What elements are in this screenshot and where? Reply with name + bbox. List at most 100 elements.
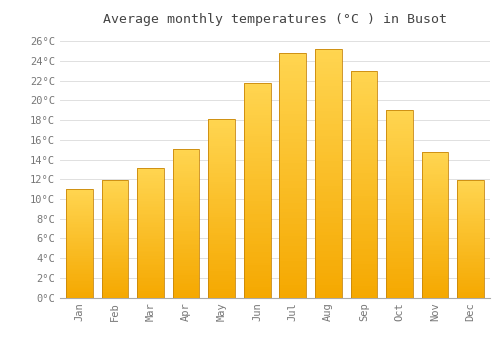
Bar <box>102 232 128 233</box>
Bar <box>422 246 448 248</box>
Bar <box>244 204 270 206</box>
Bar <box>138 183 164 184</box>
Bar <box>66 287 93 288</box>
Bar <box>208 246 235 248</box>
Bar <box>244 188 270 190</box>
Bar <box>102 230 128 232</box>
Bar <box>422 296 448 298</box>
Bar <box>244 230 270 233</box>
Bar <box>102 281 128 283</box>
Bar <box>457 239 484 240</box>
Bar <box>208 177 235 179</box>
Bar <box>457 258 484 259</box>
Bar <box>244 287 270 289</box>
Bar <box>457 248 484 249</box>
Bar <box>66 208 93 209</box>
Bar <box>208 271 235 273</box>
Bar <box>315 49 342 298</box>
Bar <box>386 127 412 129</box>
Bar <box>422 290 448 292</box>
Bar <box>315 133 342 136</box>
Bar <box>422 261 448 263</box>
Bar <box>102 180 128 182</box>
Bar <box>386 284 412 286</box>
Bar <box>315 223 342 226</box>
Bar <box>66 282 93 284</box>
Bar <box>386 183 412 185</box>
Bar <box>102 182 128 183</box>
Bar <box>173 296 200 298</box>
Bar <box>66 238 93 239</box>
Bar <box>422 259 448 261</box>
Bar <box>315 263 342 266</box>
Bar <box>315 158 342 161</box>
Bar <box>350 119 377 122</box>
Bar <box>350 190 377 193</box>
Bar <box>350 164 377 167</box>
Bar <box>244 158 270 161</box>
Bar <box>66 284 93 285</box>
Bar <box>244 174 270 177</box>
Bar <box>422 254 448 256</box>
Bar <box>280 96 306 99</box>
Bar <box>102 257 128 258</box>
Bar <box>422 164 448 166</box>
Bar <box>208 211 235 213</box>
Bar <box>386 237 412 239</box>
Bar <box>102 220 128 221</box>
Bar <box>66 231 93 232</box>
Bar <box>386 136 412 138</box>
Bar <box>386 169 412 171</box>
Bar <box>102 188 128 189</box>
Bar <box>386 202 412 204</box>
Bar <box>315 49 342 52</box>
Bar <box>422 172 448 174</box>
Bar <box>280 184 306 188</box>
Bar <box>66 201 93 203</box>
Bar <box>386 155 412 157</box>
Bar <box>457 224 484 226</box>
Bar <box>173 234 200 236</box>
Bar <box>102 189 128 190</box>
Bar <box>138 246 164 247</box>
Bar <box>66 256 93 257</box>
Bar <box>173 195 200 197</box>
Bar <box>102 239 128 240</box>
Bar <box>244 136 270 139</box>
Bar <box>315 62 342 65</box>
Bar <box>138 189 164 191</box>
Bar <box>173 208 200 210</box>
Bar <box>350 235 377 238</box>
Bar <box>66 246 93 247</box>
Bar <box>173 266 200 268</box>
Bar <box>102 287 128 289</box>
Bar <box>422 208 448 210</box>
Bar <box>173 279 200 281</box>
Bar <box>457 259 484 261</box>
Bar <box>315 111 342 114</box>
Bar <box>102 283 128 284</box>
Bar <box>422 170 448 172</box>
Bar <box>422 250 448 252</box>
Bar <box>386 225 412 227</box>
Bar <box>244 83 270 85</box>
Bar <box>422 276 448 278</box>
Bar <box>208 273 235 275</box>
Bar <box>315 118 342 121</box>
Bar <box>173 227 200 229</box>
Bar <box>457 268 484 270</box>
Bar <box>350 116 377 119</box>
Bar <box>66 251 93 253</box>
Bar <box>66 230 93 231</box>
Bar <box>386 227 412 230</box>
Bar <box>138 222 164 223</box>
Bar <box>315 217 342 220</box>
Bar <box>315 186 342 189</box>
Bar <box>422 237 448 239</box>
Bar <box>244 142 270 145</box>
Bar <box>208 148 235 150</box>
Bar <box>315 204 342 208</box>
Bar <box>457 274 484 275</box>
Bar <box>280 191 306 194</box>
Bar <box>315 189 342 192</box>
